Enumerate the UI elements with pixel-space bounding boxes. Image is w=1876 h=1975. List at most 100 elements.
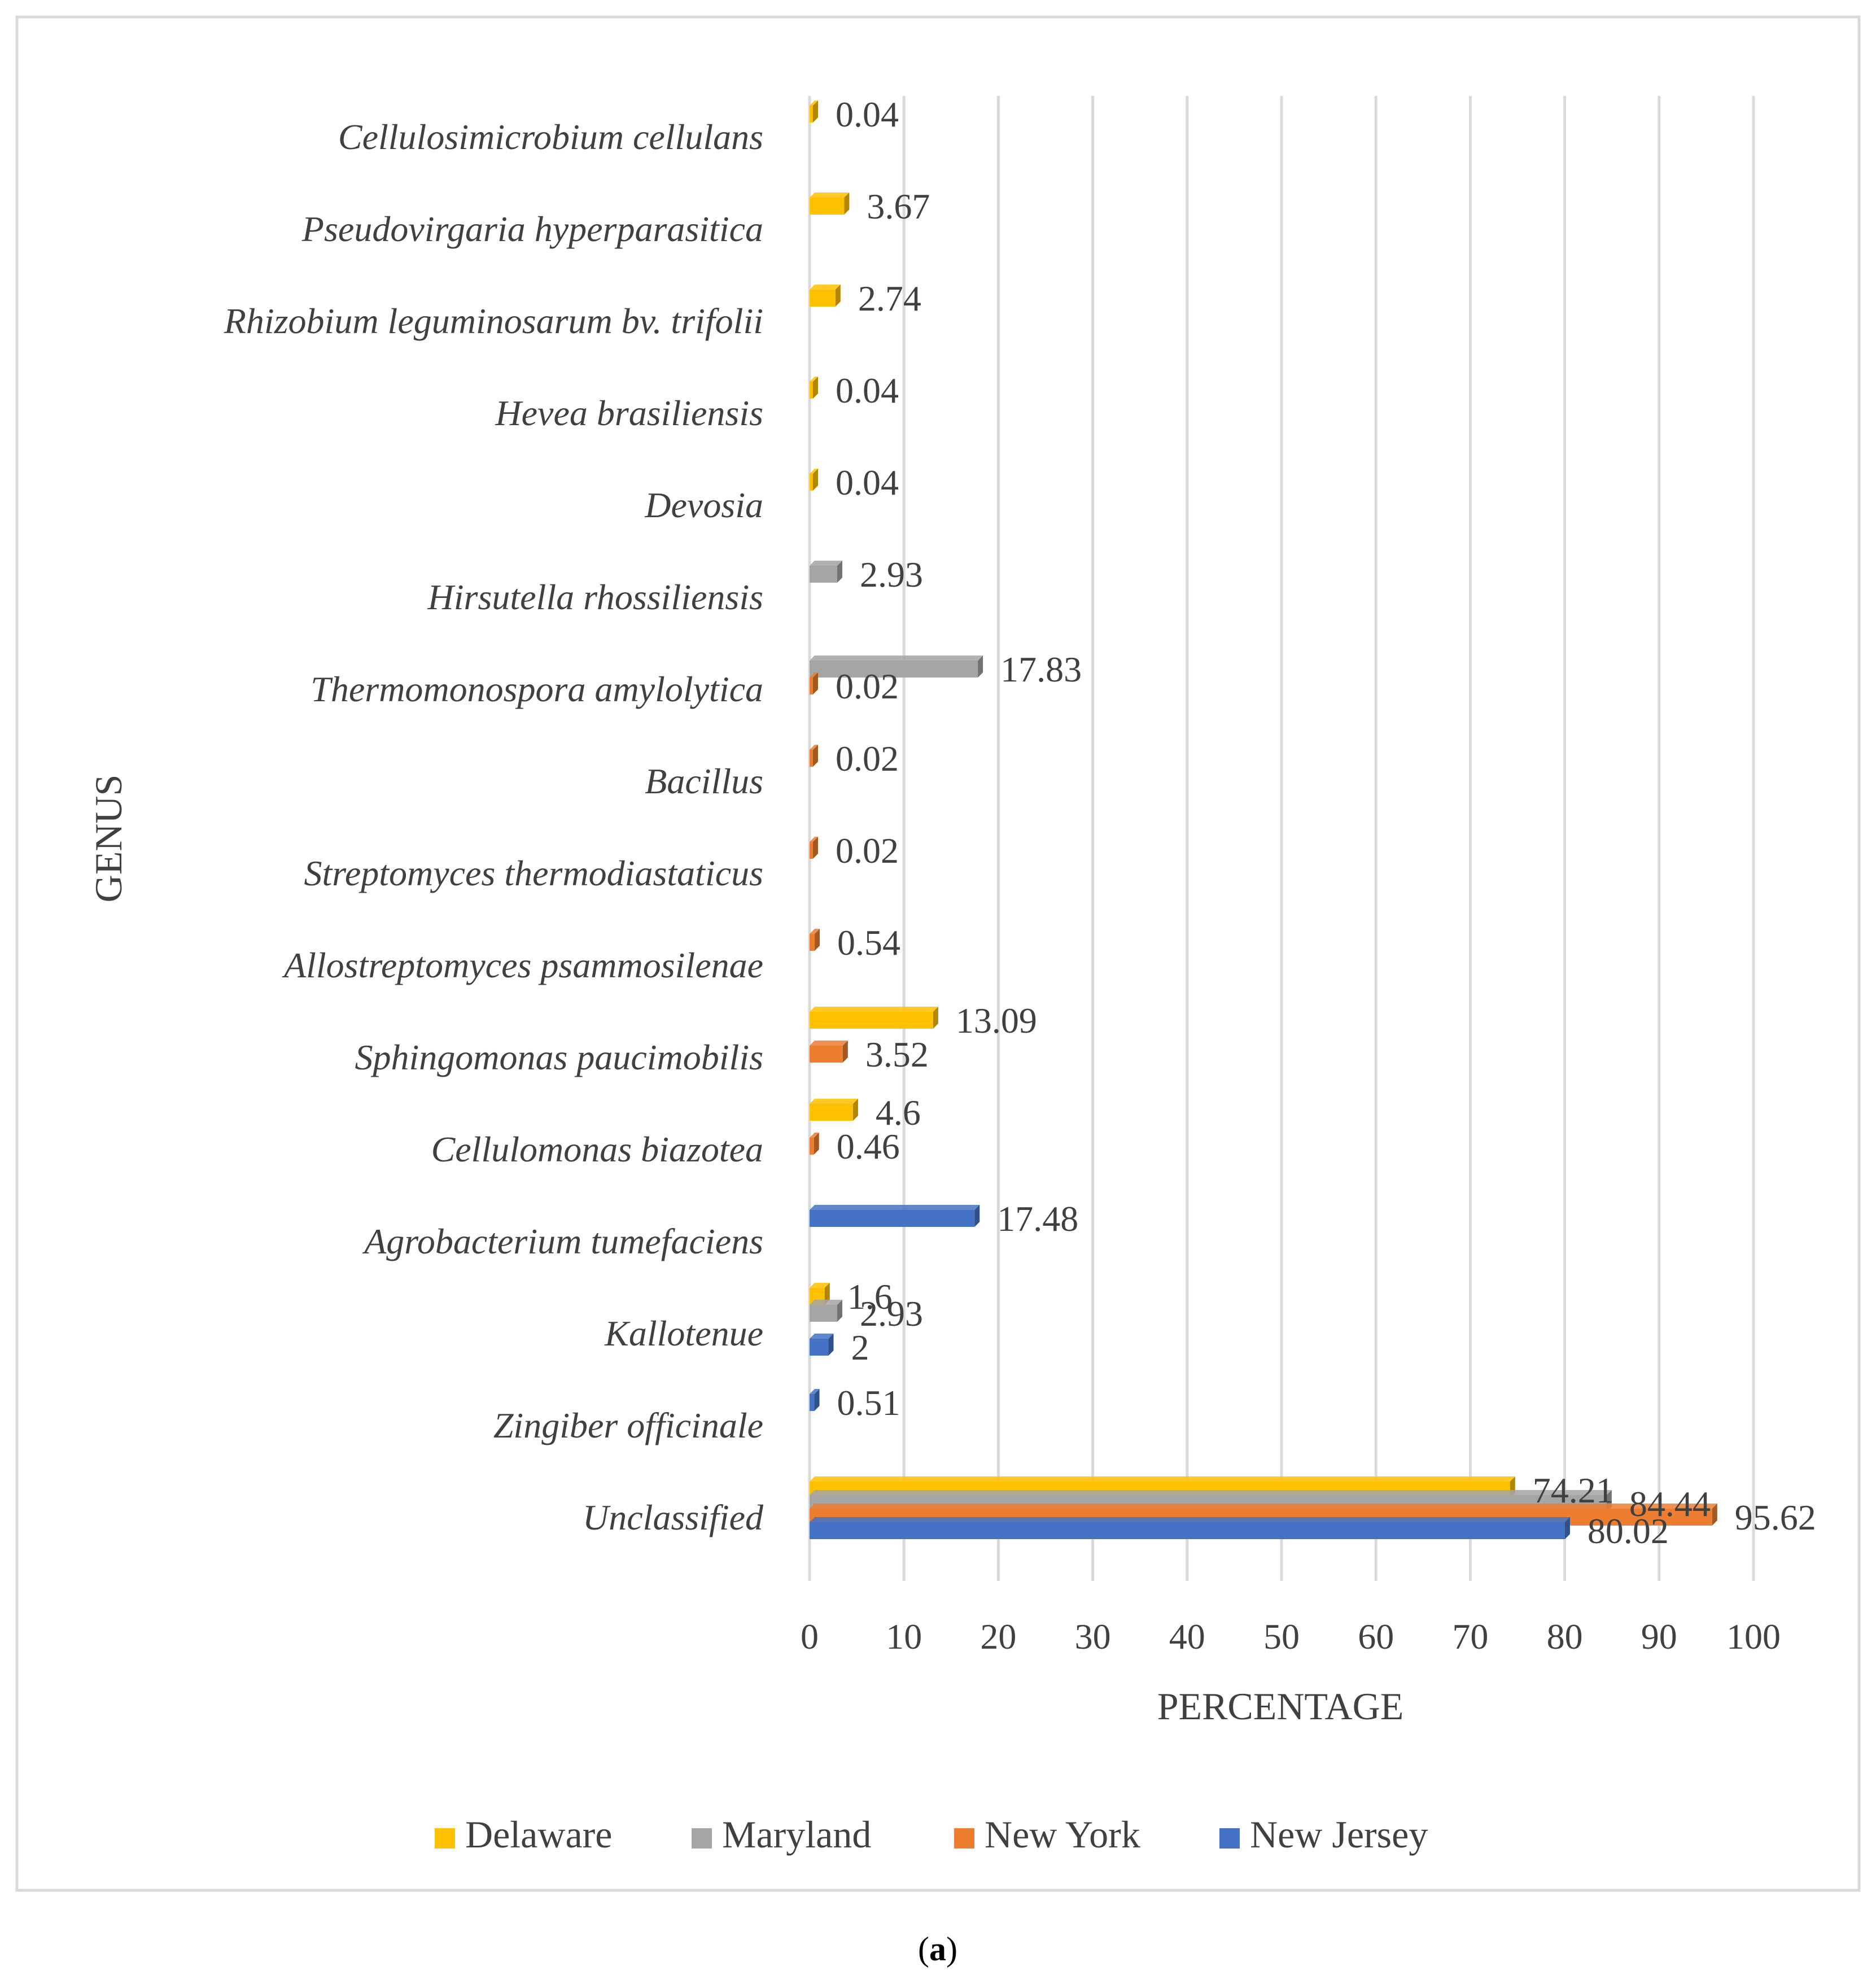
- bar-end-face: [813, 469, 818, 491]
- category-label: Hevea brasiliensis: [495, 393, 763, 433]
- category-label: Hirsutella rhossiliensis: [427, 577, 763, 617]
- bar-top-face: [810, 1504, 1717, 1509]
- bar-end-face: [978, 656, 983, 678]
- legend-swatch: [1219, 1828, 1240, 1849]
- category-label: Devosia: [644, 485, 763, 525]
- bar-top-face: [810, 469, 818, 474]
- bar-end-face: [814, 1389, 820, 1411]
- legend-swatch: [692, 1828, 712, 1849]
- data-label: 74.21: [1533, 1470, 1614, 1510]
- data-label: 80.02: [1588, 1511, 1669, 1551]
- bar-delaware: [810, 290, 836, 307]
- bar-top-face: [810, 377, 818, 382]
- x-axis-title: PERCENTAGE: [1157, 1685, 1404, 1728]
- bar-end-face: [837, 1300, 842, 1322]
- data-label: 95.62: [1735, 1497, 1816, 1537]
- x-tick-label: 80: [1547, 1616, 1583, 1657]
- bar-end-face: [813, 837, 818, 859]
- category-label: Zingiber officinale: [493, 1405, 763, 1445]
- legend-label: Maryland: [722, 1813, 871, 1856]
- data-label: 2: [851, 1327, 869, 1367]
- data-label: 0.02: [836, 739, 899, 779]
- bar-end-face: [1564, 1517, 1570, 1539]
- category-label: Pseudovirgaria hyperparasitica: [301, 209, 763, 249]
- bar-top-face: [810, 101, 818, 106]
- bar-delaware: [810, 474, 813, 491]
- bar-top-face: [810, 1476, 1515, 1482]
- data-label: 4.6: [876, 1093, 921, 1133]
- bar-delaware: [810, 382, 813, 399]
- data-label: 17.83: [1000, 649, 1082, 689]
- bar-delaware: [810, 1012, 933, 1029]
- category-label: Thermomonospora amylolytica: [311, 669, 763, 709]
- bar-end-face: [824, 1283, 830, 1305]
- bar-new-jersey: [810, 1394, 815, 1411]
- bar-top-face: [810, 745, 818, 750]
- bar-new-york: [810, 934, 815, 951]
- legend-swatch: [954, 1828, 974, 1849]
- legend-label: New Jersey: [1250, 1813, 1428, 1856]
- bar-top-face: [810, 656, 983, 661]
- caption-letter: a: [929, 1930, 946, 1968]
- bar-new-york: [810, 750, 813, 767]
- y-axis-title: GENUS: [87, 775, 130, 903]
- data-label: 0.54: [837, 923, 900, 963]
- category-label: Bacillus: [645, 761, 763, 801]
- x-tick-label: 60: [1358, 1616, 1394, 1657]
- bar-top-face: [810, 837, 818, 842]
- bar-end-face: [814, 1133, 819, 1155]
- bar-top-face: [810, 285, 841, 290]
- data-label: 0.04: [836, 370, 899, 410]
- legend-swatch: [435, 1828, 455, 1849]
- category-label: Agrobacterium tumefaciens: [362, 1221, 763, 1261]
- bar-top-face: [810, 1517, 1570, 1522]
- data-label: 0.04: [836, 94, 899, 134]
- bar-top-face: [810, 1099, 858, 1104]
- x-tick-label: 0: [801, 1616, 819, 1657]
- bar-end-face: [828, 1334, 834, 1356]
- x-tick-label: 40: [1169, 1616, 1205, 1657]
- bar-top-face: [810, 561, 842, 566]
- bar-top-face: [810, 1205, 980, 1210]
- bar-new-york: [810, 1138, 814, 1155]
- data-label: 0.02: [836, 666, 899, 706]
- x-tick-label: 10: [886, 1616, 922, 1657]
- bar-end-face: [813, 101, 818, 123]
- category-label: Cellulomonas biazotea: [431, 1129, 763, 1169]
- category-label: Rhizobium leguminosarum bv. trifolii: [224, 301, 763, 341]
- category-label: Streptomyces thermodiastaticus: [304, 853, 764, 893]
- labels: 0 10 20 30 40 50 60 70 80 90 100 Cellulosimicrobium…: [224, 94, 1816, 1657]
- data-label: 3.52: [865, 1034, 929, 1074]
- data-label: 2.93: [860, 554, 923, 595]
- category-label: Kallotenue: [604, 1313, 763, 1353]
- x-tick-label: 70: [1452, 1616, 1488, 1657]
- legend: Delaware Maryland New York New Jersey: [435, 1813, 1428, 1856]
- bar-end-face: [835, 285, 841, 307]
- bar-new-york: [810, 678, 813, 694]
- figure-caption: (a): [918, 1930, 957, 1968]
- bar-top-face: [810, 1133, 819, 1138]
- bars: [810, 101, 1717, 1539]
- category-label: Allostreptomyces psammosilenae: [282, 945, 763, 985]
- bar-top-face: [810, 1300, 842, 1305]
- bar-end-face: [852, 1099, 858, 1121]
- bar-top-face: [810, 1283, 830, 1288]
- bar-top-face: [810, 1490, 1612, 1495]
- data-label: 0.46: [837, 1126, 900, 1166]
- data-label: 0.02: [836, 831, 899, 871]
- bar-maryland: [810, 566, 837, 583]
- bar-maryland: [810, 661, 978, 678]
- bar-end-face: [1712, 1504, 1717, 1526]
- data-label: 84.44: [1629, 1484, 1711, 1524]
- bar-top-face: [810, 929, 820, 934]
- bar-new-jersey: [810, 1210, 975, 1227]
- data-label: 2.93: [860, 1294, 923, 1334]
- category-label: Unclassified: [583, 1497, 764, 1537]
- x-tick-label: 50: [1263, 1616, 1300, 1657]
- bar-delaware: [810, 198, 845, 215]
- bar-end-face: [813, 377, 818, 399]
- data-label: 1.6: [847, 1277, 893, 1317]
- bar-maryland: [810, 1305, 837, 1322]
- bar-end-face: [837, 561, 842, 583]
- bar-top-face: [810, 1041, 848, 1046]
